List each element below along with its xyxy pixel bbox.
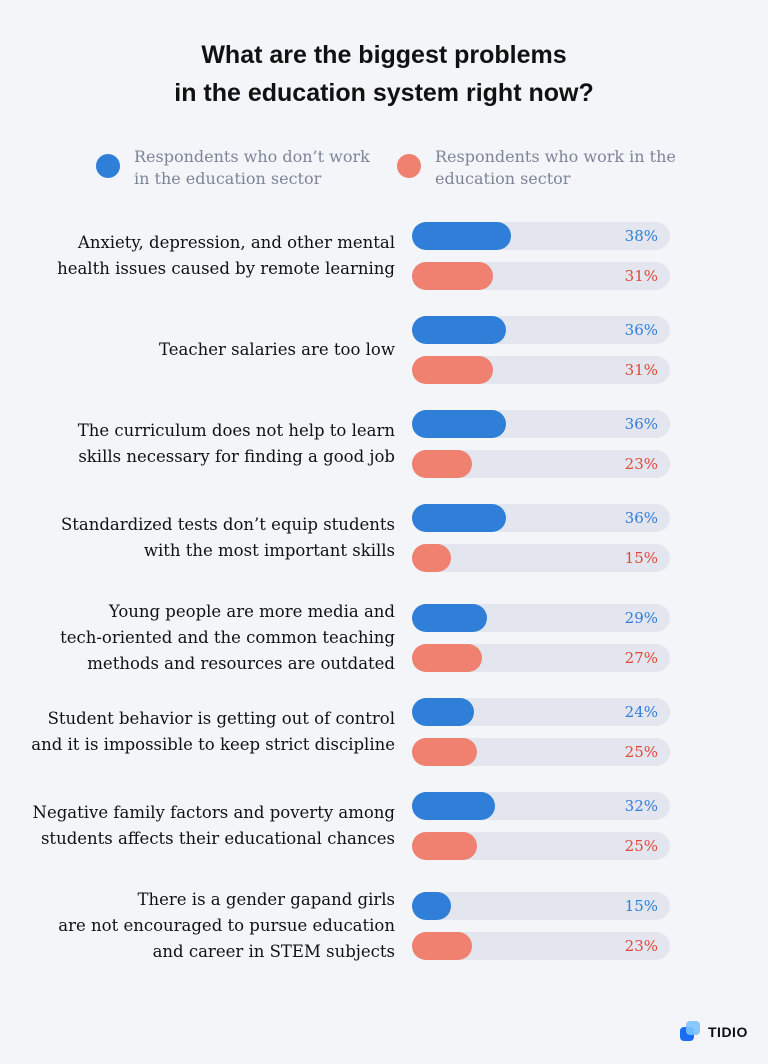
category-label-line: Young people are more media and <box>108 602 395 621</box>
legend-label-line: Respondents who work in the <box>435 147 676 166</box>
bar-education <box>412 356 493 384</box>
value-label: 31% <box>624 361 658 379</box>
bar-track: 27% <box>412 644 670 672</box>
bar-track: 25% <box>412 832 670 860</box>
category-label-line: and career in STEM subjects <box>152 942 395 961</box>
category-label-line: Anxiety, depression, and other mental <box>77 233 395 252</box>
brand-name: TIDIO <box>708 1024 748 1040</box>
bar-track: 32% <box>412 792 670 820</box>
bar-non-education <box>412 792 495 820</box>
category-label-line: and it is impossible to keep strict disc… <box>31 735 395 754</box>
bar-non-education <box>412 316 506 344</box>
category-label-line: health issues caused by remote learning <box>57 259 395 278</box>
bar-track: 36% <box>412 410 670 438</box>
bar-education <box>412 932 472 960</box>
category-label-line: There is a gender gapand girls <box>137 890 395 909</box>
legend-label-line: education sector <box>435 169 571 188</box>
value-label: 32% <box>624 797 658 815</box>
category-label-line: are not encouraged to pursue education <box>58 916 395 935</box>
bar-track: 24% <box>412 698 670 726</box>
chart-title-line-2: in the education system right now? <box>174 79 594 107</box>
value-label: 36% <box>624 321 658 339</box>
bar-education <box>412 450 472 478</box>
category-label-line: Standardized tests don’t equip students <box>60 515 395 534</box>
bar-non-education <box>412 698 474 726</box>
legend-label-non-education: Respondents who don’t work in the educat… <box>134 146 370 190</box>
category-label: Standardized tests don’t equip students w… <box>15 512 395 564</box>
value-label: 25% <box>624 743 658 761</box>
bar-track: 23% <box>412 932 670 960</box>
legend-swatch-non-education <box>96 154 120 178</box>
value-label: 25% <box>624 837 658 855</box>
category-label-line: The curriculum does not help to learn <box>77 421 395 440</box>
bar-track: 38% <box>412 222 670 250</box>
chart-title: What are the biggest problems in the edu… <box>0 36 768 112</box>
bar-non-education <box>412 892 451 920</box>
chart-title-line-1: What are the biggest problems <box>201 41 567 69</box>
bar-education <box>412 832 477 860</box>
category-label: Young people are more media and tech-orie… <box>15 599 395 677</box>
bar-education <box>412 738 477 766</box>
category-label-line: students affects their educational chanc… <box>40 829 395 848</box>
value-label: 15% <box>624 549 658 567</box>
tidio-logo-icon <box>680 1021 702 1043</box>
bar-track: 15% <box>412 544 670 572</box>
category-label: There is a gender gapand girls are not en… <box>15 887 395 965</box>
value-label: 15% <box>624 897 658 915</box>
brand-logo: TIDIO <box>680 1020 748 1044</box>
value-label: 24% <box>624 703 658 721</box>
category-label: Teacher salaries are too low <box>15 337 395 363</box>
legend-label-line: in the education sector <box>134 169 322 188</box>
value-label: 23% <box>624 455 658 473</box>
category-label: Student behavior is getting out of contr… <box>15 706 395 758</box>
bar-education <box>412 544 451 572</box>
legend-label-education: Respondents who work in the education se… <box>435 146 676 190</box>
category-label-line: Teacher salaries are too low <box>159 340 395 359</box>
category-label-line: Student behavior is getting out of contr… <box>47 709 395 728</box>
bar-education <box>412 262 493 290</box>
value-label: 36% <box>624 509 658 527</box>
bar-track: 23% <box>412 450 670 478</box>
bar-non-education <box>412 604 487 632</box>
category-label-line: with the most important skills <box>143 541 395 560</box>
value-label: 23% <box>624 937 658 955</box>
category-label: Anxiety, depression, and other mental hea… <box>15 230 395 282</box>
bar-track: 29% <box>412 604 670 632</box>
value-label: 27% <box>624 649 658 667</box>
bar-non-education <box>412 504 506 532</box>
category-label: Negative family factors and poverty amon… <box>15 800 395 852</box>
bar-track: 36% <box>412 504 670 532</box>
value-label: 31% <box>624 267 658 285</box>
legend-swatch-education <box>397 154 421 178</box>
value-label: 29% <box>624 609 658 627</box>
bar-track: 31% <box>412 262 670 290</box>
value-label: 38% <box>624 227 658 245</box>
bar-track: 36% <box>412 316 670 344</box>
category-label-line: methods and resources are outdated <box>87 654 395 673</box>
bar-track: 31% <box>412 356 670 384</box>
category-label-line: Negative family factors and poverty amon… <box>32 803 395 822</box>
category-label-line: skills necessary for finding a good job <box>78 447 395 466</box>
bar-non-education <box>412 222 511 250</box>
category-label: The curriculum does not help to learn ski… <box>15 418 395 470</box>
bar-track: 25% <box>412 738 670 766</box>
bar-track: 15% <box>412 892 670 920</box>
bar-non-education <box>412 410 506 438</box>
legend-label-line: Respondents who don’t work <box>134 147 370 166</box>
bar-education <box>412 644 482 672</box>
category-label-line: tech-oriented and the common teaching <box>60 628 395 647</box>
value-label: 36% <box>624 415 658 433</box>
